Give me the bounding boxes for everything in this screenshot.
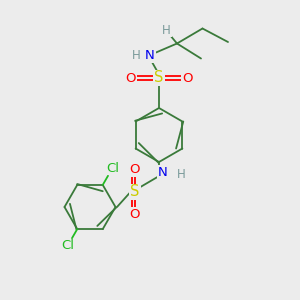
Text: H: H: [132, 49, 141, 62]
Text: O: O: [125, 71, 136, 85]
Text: S: S: [154, 70, 164, 86]
Text: Cl: Cl: [106, 161, 119, 175]
Text: Cl: Cl: [61, 239, 74, 253]
Text: N: N: [158, 166, 167, 179]
Text: S: S: [130, 184, 140, 200]
Text: H: H: [177, 167, 186, 181]
Text: O: O: [182, 71, 193, 85]
Text: N: N: [145, 49, 155, 62]
Text: O: O: [130, 163, 140, 176]
Text: H: H: [162, 23, 171, 37]
Text: O: O: [130, 208, 140, 221]
